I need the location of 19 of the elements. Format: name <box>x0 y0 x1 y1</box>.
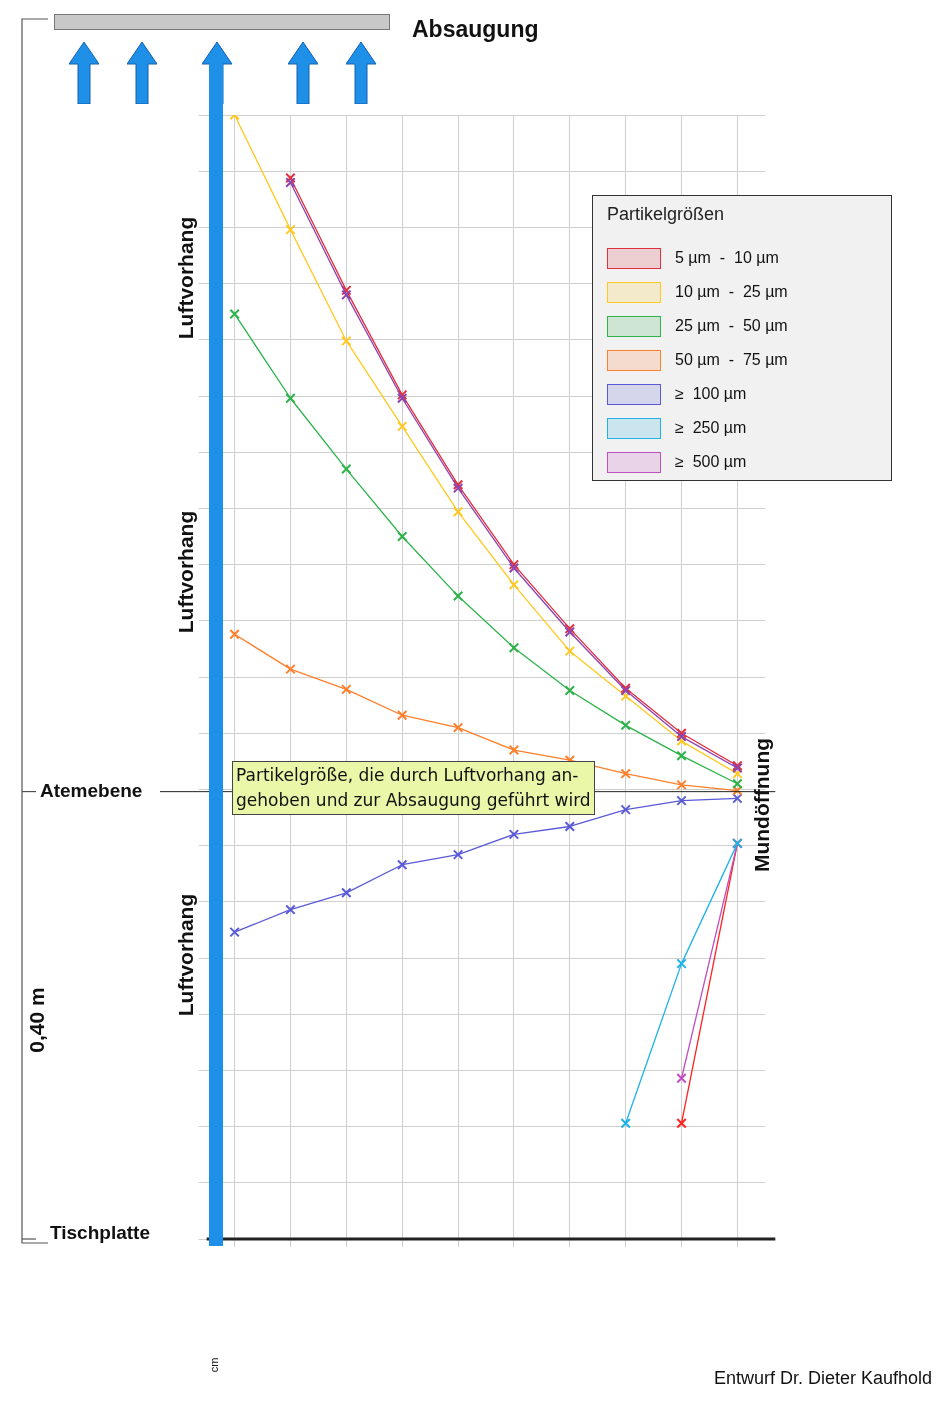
chart-title: Absaugung <box>412 16 539 43</box>
legend-label: 25 µm - 50 µm <box>675 317 788 335</box>
text: Luftvorhang <box>174 893 198 1017</box>
ref-line-label: Atemebene <box>40 779 143 801</box>
text: 0,40 m <box>25 987 49 1053</box>
text: cm <box>208 1357 220 1373</box>
legend-label: ≥ 100 µm <box>675 385 747 403</box>
legend-label: 10 µm - 25 µm <box>675 283 788 301</box>
text: Luftvorhang <box>174 216 198 340</box>
legend-title: Partikelgrößen <box>607 204 726 225</box>
ref-line-label: Tischplatte <box>50 1222 150 1244</box>
text: Entwurf Dr. Dieter Kaufhold <box>713 1368 932 1389</box>
text: Luftvorhang <box>174 510 198 634</box>
legend-label: ≥ 250 µm <box>675 419 747 437</box>
legend-label: 5 µm - 10 µm <box>675 249 779 267</box>
annotation: Partikelgröße, die durch Luftvorhang an- gehoben und zur Absaugung geführt wird <box>232 761 595 815</box>
legend-label: 50 µm - 75 µm <box>675 351 788 369</box>
legend-label: ≥ 500 µm <box>675 453 747 471</box>
annotation: Mundöffnung <box>750 737 774 873</box>
